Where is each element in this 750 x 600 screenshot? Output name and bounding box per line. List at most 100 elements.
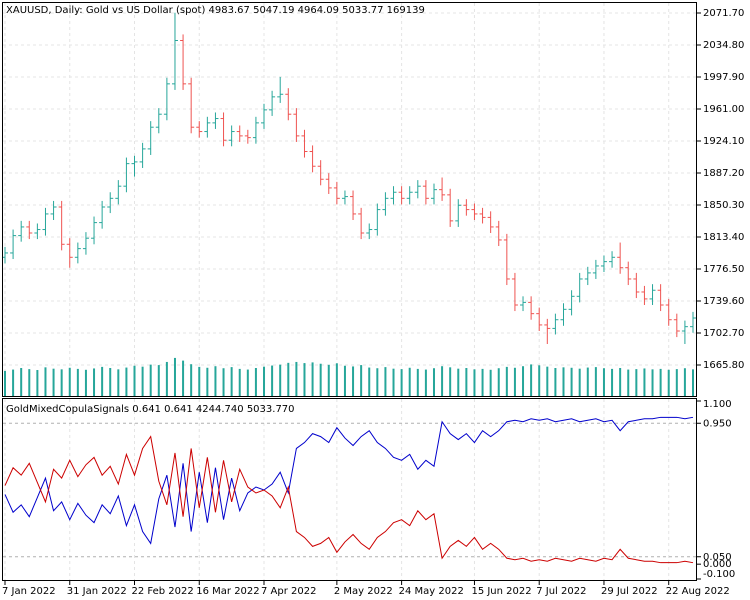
volume-bar <box>230 367 233 396</box>
volume-bar <box>109 368 112 396</box>
signal-line <box>4 416 694 545</box>
volume-bar <box>222 368 225 396</box>
chart-title: XAUUSD, Daily: Gold vs US Dollar (spot) … <box>6 5 425 16</box>
volume-bar <box>76 368 79 396</box>
volume-bar <box>538 365 541 396</box>
volume-bar <box>667 369 670 396</box>
volume-bar <box>190 364 193 396</box>
volume-bar <box>570 367 573 396</box>
y-tick-label: 1850.30 <box>703 200 744 211</box>
volume-bar <box>246 369 249 396</box>
volume-bar <box>481 368 484 396</box>
volume-bar <box>635 369 638 396</box>
y-tick-label: 1776.50 <box>703 264 744 275</box>
volume-bar <box>457 368 460 396</box>
volume-bar <box>392 368 395 396</box>
volume-bar <box>473 369 476 396</box>
y-tick-label: 1813.40 <box>703 232 744 243</box>
volume-bar <box>214 366 217 396</box>
y-tick-label: 0.950 <box>703 418 732 429</box>
volume-bar <box>432 368 435 396</box>
x-tick-label: 7 Jul 2022 <box>536 586 586 597</box>
volume-bar <box>287 362 290 396</box>
volume-bar <box>263 366 266 396</box>
volume-bar <box>692 369 694 396</box>
volume-bar <box>611 368 614 396</box>
volume-bar <box>683 368 686 396</box>
volume-bar <box>295 361 298 396</box>
volume-bar <box>68 367 71 396</box>
volume-bar <box>368 367 371 396</box>
y-tick-label: 2071.70 <box>703 8 744 19</box>
volume-bar <box>44 367 47 396</box>
volume-bar <box>659 368 662 396</box>
volume-bar <box>513 367 516 396</box>
volume-bar <box>554 368 557 396</box>
volume-bar <box>562 367 565 396</box>
volume-bar <box>522 366 525 396</box>
volume-bar <box>165 361 168 396</box>
volume-bar <box>578 368 581 396</box>
volume-bar <box>12 369 15 396</box>
volume-bar <box>36 370 39 396</box>
volume-bar <box>279 364 282 396</box>
volume-bar <box>408 367 411 396</box>
volume-bar <box>319 363 322 396</box>
x-tick-label: 24 May 2022 <box>399 586 464 597</box>
y-tick-label: 1961.00 <box>703 104 744 115</box>
volume-bar <box>101 366 104 396</box>
signal-line <box>4 435 694 564</box>
volume-bar <box>60 369 63 396</box>
x-tick-label: 7 Jan 2022 <box>2 586 56 597</box>
x-tick-label: 16 Mar 2022 <box>196 586 259 597</box>
volume-bar <box>141 366 144 396</box>
indicator-title: GoldMixedCopulaSignals 0.641 0.641 4244.… <box>6 404 295 415</box>
volume-bar <box>84 369 87 396</box>
y-tick-label: 1924.10 <box>703 136 744 147</box>
volume-bar <box>497 368 500 396</box>
price-panel-frame <box>2 2 697 397</box>
volume-bar <box>489 369 492 396</box>
volume-bar <box>52 368 55 396</box>
volume-bar <box>384 367 387 396</box>
volume-bar <box>149 364 152 396</box>
volume-bar <box>594 367 597 396</box>
y-tick-label: 1739.60 <box>703 296 744 307</box>
volume-bar <box>675 369 678 396</box>
volume-bar <box>619 368 622 396</box>
volume-bar <box>303 363 306 396</box>
volume-bar <box>271 365 274 396</box>
volume-bar <box>125 367 128 396</box>
y-tick-label: 1665.80 <box>703 360 744 371</box>
volume-bar <box>327 364 330 396</box>
volume-bar <box>416 368 419 396</box>
volume-bar <box>93 368 96 396</box>
y-tick-label: 1702.70 <box>703 328 744 339</box>
volume-bar <box>424 369 427 396</box>
y-tick-label: 1.100 <box>703 399 732 410</box>
volume-bar <box>627 369 630 396</box>
x-tick-label: 22 Feb 2022 <box>132 586 194 597</box>
volume-bar <box>20 368 23 396</box>
plot-layer <box>2 3 697 585</box>
x-tick-label: 22 Aug 2022 <box>666 586 730 597</box>
y-tick-label: 0.050 <box>703 552 732 563</box>
volume-bar <box>311 362 314 396</box>
volume-bar <box>157 365 160 396</box>
y-tick-label: 0.000 <box>703 559 732 570</box>
y-tick-label: 1887.20 <box>703 168 744 179</box>
y-tick-label: -0.100 <box>703 569 735 580</box>
volume-bar <box>352 366 355 396</box>
volume-bar <box>28 369 31 396</box>
volume-bar <box>198 366 201 396</box>
volume-bar <box>343 365 346 396</box>
x-tick-label: 7 Apr 2022 <box>261 586 316 597</box>
volume-bar <box>643 368 646 396</box>
volume-bar <box>133 365 136 396</box>
volume-bar <box>651 369 654 396</box>
volume-bar <box>335 363 338 396</box>
volume-bar <box>449 367 452 396</box>
x-tick-label: 29 Jul 2022 <box>601 586 658 597</box>
